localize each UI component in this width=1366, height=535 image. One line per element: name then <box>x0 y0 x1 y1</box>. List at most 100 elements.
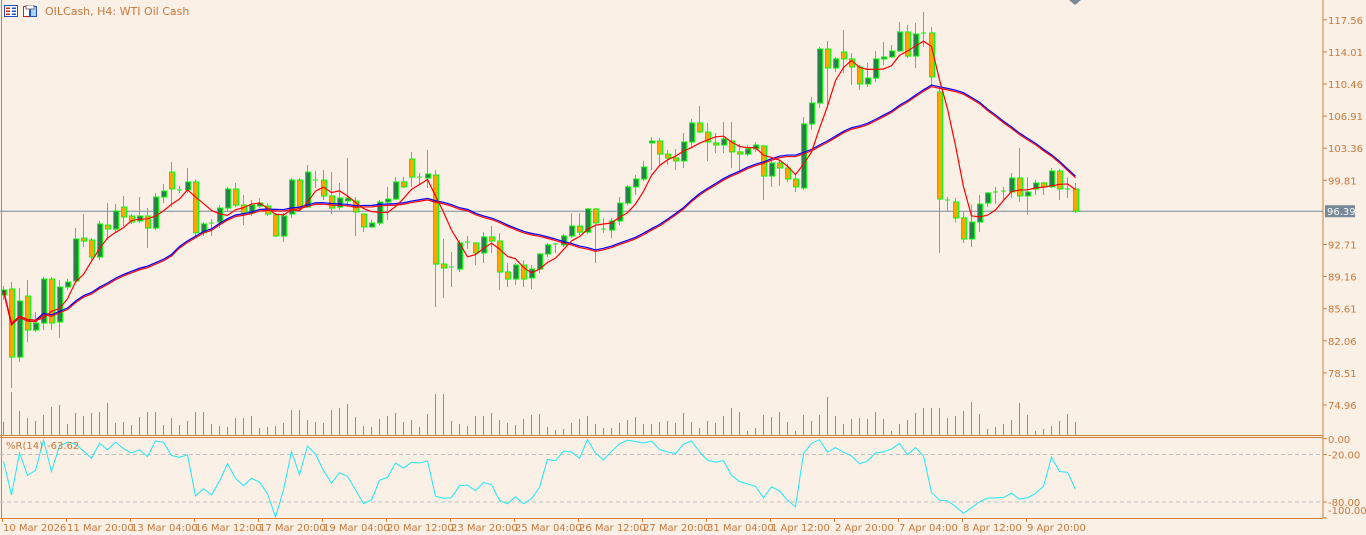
time-tick-label: 19 Mar 04:00 <box>323 523 390 534</box>
volume-bar <box>827 397 828 435</box>
candle <box>401 177 407 188</box>
candle-body <box>129 215 135 223</box>
candle-body <box>977 203 983 223</box>
candle <box>241 194 247 226</box>
candle <box>145 208 151 249</box>
candle <box>225 186 231 212</box>
time-tick-label: 23 Mar 20:00 <box>451 523 518 534</box>
indicator-label: %R(14) -63.62 <box>6 441 83 452</box>
volume-bar <box>147 412 148 435</box>
candle <box>825 41 831 108</box>
candle-body <box>153 196 159 229</box>
volume-bar <box>43 415 44 435</box>
candle-body <box>81 237 87 242</box>
williams-r-line <box>3 438 1076 519</box>
price-tick-label: 78.51 <box>1328 369 1357 380</box>
candle-body <box>873 58 879 79</box>
candle <box>809 96 815 130</box>
candle <box>369 219 375 229</box>
candle <box>313 170 318 188</box>
volume-bar <box>379 419 380 435</box>
volume-bar <box>75 413 76 435</box>
time-tick-label: 26 Mar 12:00 <box>579 523 646 534</box>
volume-bar <box>651 424 652 435</box>
volume-bar <box>171 418 172 435</box>
time-tick-label: 31 Mar 04:00 <box>707 523 774 534</box>
candle-body <box>577 225 583 233</box>
volume-bar <box>595 424 596 435</box>
volume-bar <box>835 416 836 435</box>
candle <box>945 197 950 212</box>
volume-bar <box>779 412 780 435</box>
candle-body <box>809 102 815 125</box>
candle <box>1073 182 1079 214</box>
volume-bar <box>683 413 684 435</box>
volume-bar <box>347 404 348 435</box>
indicator-value: -63.62 <box>46 441 80 452</box>
candle <box>609 218 615 239</box>
ma-fast-red-line <box>2 40 1076 325</box>
candle <box>1017 147 1023 203</box>
candle-body <box>857 66 863 85</box>
candle <box>73 228 79 282</box>
candle-body <box>161 190 167 198</box>
volume-bar <box>299 410 300 435</box>
candle-body <box>1033 182 1039 190</box>
williams-r-panel <box>0 438 1323 519</box>
candle <box>521 260 527 287</box>
template-icon[interactable] <box>23 5 37 17</box>
volume-bar <box>267 427 268 435</box>
volume-bar <box>547 427 548 435</box>
candle <box>297 178 303 211</box>
candle <box>425 149 431 188</box>
volume-bar <box>851 419 852 435</box>
candle-body <box>777 162 783 169</box>
price-tick-label: 114.01 <box>1328 48 1363 59</box>
chart-properties-icon[interactable] <box>4 5 18 17</box>
indicator-tick-label: -100.00 <box>1328 506 1366 517</box>
volume-bar <box>275 426 276 435</box>
candle <box>449 251 454 287</box>
volume-bar <box>803 415 804 435</box>
volume-bar <box>3 421 4 435</box>
candle-body <box>401 181 407 188</box>
candle <box>577 213 583 236</box>
volume-bar <box>859 418 860 435</box>
volume-bar <box>979 414 980 435</box>
candle <box>833 56 839 72</box>
volume-bar <box>1075 422 1076 435</box>
time-tick-label: 17 Mar 20:00 <box>259 523 326 534</box>
candle <box>1049 168 1055 188</box>
time-tick-label: 13 Mar 04:00 <box>131 523 198 534</box>
candle <box>273 213 279 237</box>
price-tick-label: 89.16 <box>1328 273 1357 284</box>
indicator-tick-label: -80.00 <box>1328 498 1360 509</box>
candle <box>969 205 975 248</box>
candle-body <box>177 189 182 191</box>
volume-bar <box>483 416 484 435</box>
volume-bar <box>235 418 236 435</box>
candle-body <box>1017 177 1023 197</box>
candle <box>321 169 327 201</box>
candle <box>617 197 623 226</box>
candle <box>985 191 991 208</box>
candle-body <box>785 167 791 180</box>
volume-bar <box>443 394 444 435</box>
candle-body <box>769 162 775 177</box>
volume-bar <box>435 394 436 435</box>
volume-bar <box>291 410 292 435</box>
volume-bar <box>355 417 356 435</box>
volume-bar <box>459 424 460 435</box>
indicator-tick-label: 0.00 <box>1328 435 1350 446</box>
candle-body <box>521 264 527 280</box>
candle <box>473 241 479 266</box>
candle-body <box>345 197 351 202</box>
volume-bar <box>507 423 508 435</box>
candle <box>65 279 71 290</box>
volume-bar <box>11 392 12 435</box>
candle <box>569 213 575 239</box>
volume-bar <box>163 425 164 435</box>
volume-bar <box>363 426 364 435</box>
volume-bar <box>627 420 628 435</box>
